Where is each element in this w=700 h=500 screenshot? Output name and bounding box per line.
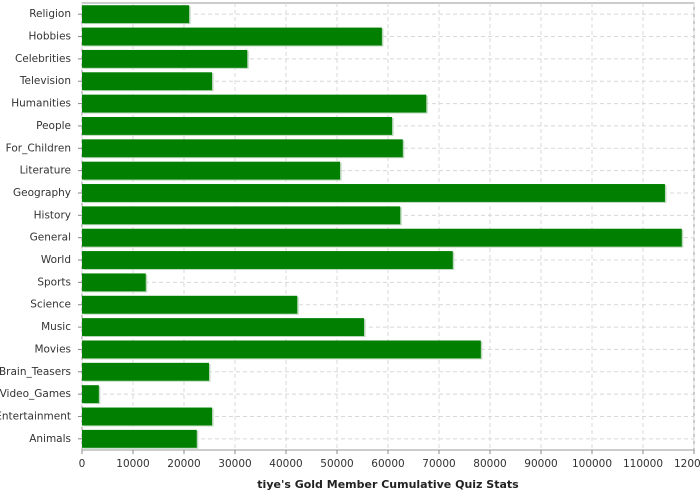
x-tick-label: 110000	[623, 458, 663, 470]
x-axis-label: tiye's Gold Member Cumulative Quiz Stats	[257, 478, 519, 491]
bar	[82, 184, 665, 202]
y-tick-label: Celebrities	[15, 53, 71, 65]
y-tick-label: People	[36, 120, 71, 132]
bar	[82, 27, 382, 46]
bar	[82, 49, 248, 68]
bar	[82, 340, 481, 359]
y-tick-label: Religion	[29, 8, 71, 20]
x-tick-label: 120000	[674, 458, 700, 470]
bar	[82, 385, 99, 404]
x-tick-label: 100000	[572, 458, 612, 470]
x-tick-label: 90000	[524, 458, 557, 470]
x-tick-label: 20000	[167, 458, 200, 470]
bar	[82, 429, 197, 448]
y-tick-label: Hobbies	[29, 31, 72, 43]
bar	[82, 116, 393, 135]
y-tick-label: For_Children	[6, 142, 71, 154]
x-tick-label: 0	[79, 458, 86, 470]
bar	[82, 273, 146, 292]
x-tick-label: 30000	[218, 458, 251, 470]
y-tick-label: Animals	[29, 433, 71, 445]
x-tick-label: 10000	[116, 458, 149, 470]
bar	[82, 295, 298, 314]
x-tick-label: 50000	[320, 458, 353, 470]
y-tick-label: Science	[30, 299, 71, 311]
bar	[82, 5, 190, 24]
y-tick-label: World	[41, 254, 71, 266]
x-tick-label: 40000	[269, 458, 302, 470]
bar	[82, 251, 453, 269]
bar	[82, 228, 682, 247]
y-tick-label: Entertainment	[0, 410, 71, 422]
y-tick-label: Brain_Teasers	[0, 366, 71, 378]
bar	[82, 161, 341, 180]
bar	[82, 206, 401, 225]
y-tick-label: Literature	[20, 165, 71, 177]
bar	[82, 94, 427, 113]
y-tick-label: Video_Games	[0, 388, 71, 400]
y-tick-label: Humanities	[11, 98, 71, 110]
y-tick-label: Sports	[37, 276, 71, 288]
y-tick-label: Geography	[13, 187, 71, 199]
x-tick-label: 70000	[422, 458, 455, 470]
bar	[82, 407, 213, 426]
x-tick-label: 60000	[371, 458, 404, 470]
y-tick-label: Television	[19, 75, 71, 87]
y-tick-label: History	[34, 209, 71, 221]
bar	[82, 318, 365, 337]
y-tick-label: Music	[41, 321, 71, 333]
bar	[82, 72, 213, 91]
bar	[82, 362, 209, 381]
x-tick-label: 80000	[473, 458, 506, 470]
y-tick-label: General	[30, 232, 71, 244]
bar	[82, 139, 403, 158]
y-tick-label: Movies	[34, 343, 71, 355]
